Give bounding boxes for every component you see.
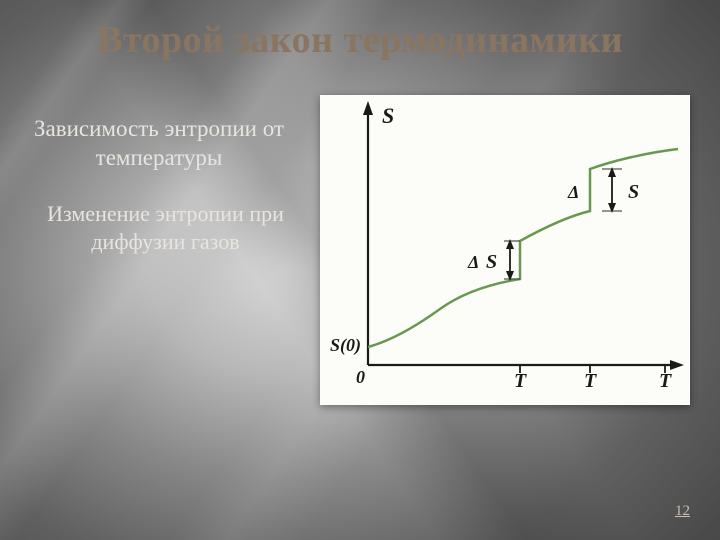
subtitle-2: Изменение энтропии при диффузии газов xyxy=(38,200,293,255)
jump-2 xyxy=(590,167,622,373)
y-axis-label: S xyxy=(382,103,394,128)
entropy-curve xyxy=(368,149,678,347)
subtitle-1: Зависимость энтропии от температуры xyxy=(24,115,294,173)
slide-title: Второй закон термодинамики xyxy=(0,18,720,62)
entropy-chart: S 0 S(0) T T T Δ S Δ S xyxy=(320,95,690,405)
s0-label: S(0) xyxy=(330,335,361,356)
page-number: 12 xyxy=(675,503,690,520)
axes xyxy=(363,101,684,370)
x-tick-label-1: T xyxy=(514,370,527,392)
delta-1-s: S xyxy=(486,251,497,273)
x-tick-label-2: T xyxy=(584,370,597,392)
origin-label: 0 xyxy=(356,367,365,387)
delta-1-delta: Δ xyxy=(467,252,479,272)
x-tick-label-3: T xyxy=(659,370,672,392)
delta-2-delta: Δ xyxy=(567,182,579,202)
delta-2-s: S xyxy=(628,181,639,203)
jump-1 xyxy=(504,239,520,373)
